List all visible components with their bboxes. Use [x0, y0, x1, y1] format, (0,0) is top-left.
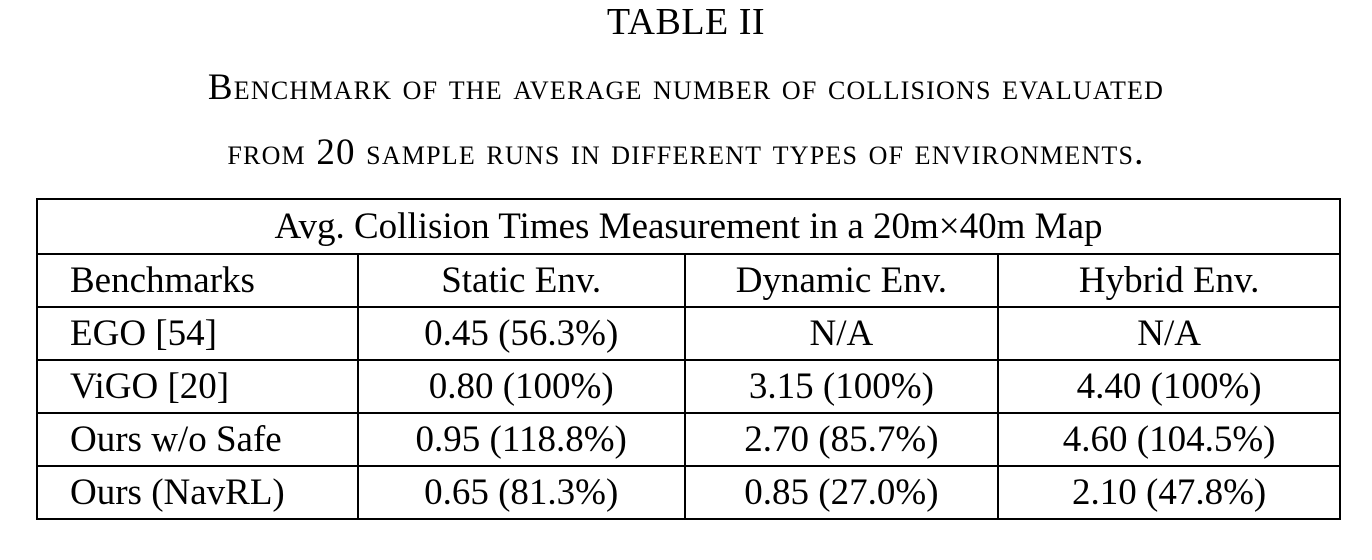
row-benchmark-name: Ours (NavRL): [36, 465, 359, 520]
table-row: Ours w/o Safe 0.95 (118.8%) 2.70 (85.7%)…: [36, 412, 1341, 467]
table-row: EGO [54] 0.45 (56.3%) N/A N/A: [36, 306, 1341, 361]
table-caption-line-2: from 20 sample runs in different types o…: [227, 132, 1145, 173]
table-label: TABLE II: [606, 1, 766, 43]
cell-hybrid-env: N/A: [997, 306, 1341, 361]
cell-dynamic-env: 2.70 (85.7%): [683, 412, 1000, 467]
column-header-static-env: Static Env.: [356, 253, 686, 308]
cell-static-env: 0.65 (81.3%): [356, 465, 686, 520]
table-caption-line-1: Benchmark of the average number of colli…: [207, 67, 1165, 108]
column-header-benchmarks: Benchmarks: [36, 253, 359, 308]
cell-hybrid-env: 4.60 (104.5%): [997, 412, 1341, 467]
cell-hybrid-env: 4.40 (100%): [997, 359, 1341, 414]
row-benchmark-name: ViGO [20]: [36, 359, 359, 414]
cell-hybrid-env: 2.10 (47.8%): [997, 465, 1341, 520]
table-title: Avg. Collision Times Measurement in a 20…: [36, 198, 1341, 255]
row-benchmark-name: Ours w/o Safe: [36, 412, 359, 467]
cell-static-env: 0.45 (56.3%): [356, 306, 686, 361]
table-row: Ours (NavRL) 0.65 (81.3%) 0.85 (27.0%) 2…: [36, 465, 1341, 520]
collision-benchmark-table: Avg. Collision Times Measurement in a 20…: [36, 198, 1341, 520]
table-row: ViGO [20] 0.80 (100%) 3.15 (100%) 4.40 (…: [36, 359, 1341, 414]
column-header-hybrid-env: Hybrid Env.: [997, 253, 1341, 308]
cell-static-env: 0.95 (118.8%): [356, 412, 686, 467]
table-title-row: Avg. Collision Times Measurement in a 20…: [36, 198, 1341, 255]
cell-dynamic-env: N/A: [683, 306, 1000, 361]
cell-dynamic-env: 0.85 (27.0%): [683, 465, 1000, 520]
table-header-row: Benchmarks Static Env. Dynamic Env. Hybr…: [36, 253, 1341, 308]
cell-static-env: 0.80 (100%): [356, 359, 686, 414]
column-header-dynamic-env: Dynamic Env.: [683, 253, 1000, 308]
cell-dynamic-env: 3.15 (100%): [683, 359, 1000, 414]
row-benchmark-name: EGO [54]: [36, 306, 359, 361]
